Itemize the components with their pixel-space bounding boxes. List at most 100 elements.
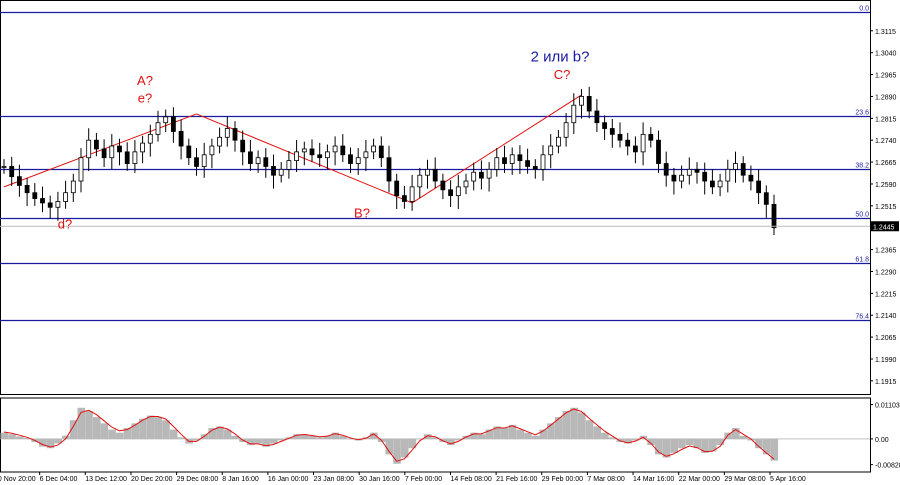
oscillator-bar: [131, 423, 139, 439]
candle-body: [756, 180, 761, 194]
candle-body: [263, 157, 269, 167]
candle-body: [425, 168, 430, 176]
oscillator-tick-label: 0.00: [875, 437, 889, 444]
oscillator-bar: [208, 428, 216, 439]
oscillator-bar: [770, 438, 779, 461]
candle-body: [47, 202, 53, 208]
candle-body: [617, 133, 623, 141]
candle-body: [247, 151, 253, 164]
candle-body: [155, 122, 161, 135]
oscillator-bar: [631, 438, 640, 441]
candle-body: [471, 171, 477, 182]
candle-body: [740, 163, 746, 176]
time-tick-label: 22 Mar 00:00: [679, 476, 720, 483]
candle-body: [602, 122, 607, 129]
candle-body: [432, 168, 438, 182]
oscillator-bar: [108, 429, 116, 439]
candle-body: [717, 180, 723, 188]
oscillator-bar: [300, 434, 309, 439]
candle-body: [147, 133, 153, 144]
candle-body: [763, 192, 769, 205]
oscillator-bar: [123, 428, 132, 439]
price-tick-label: 1.1990: [875, 357, 897, 364]
candle-body: [525, 160, 530, 167]
candle-body: [86, 139, 92, 159]
price-tick-label: 1.2815: [875, 116, 897, 123]
oscillator-bar: [347, 438, 355, 440]
time-tick-label: 14 Mar 16:00: [633, 476, 674, 483]
candle-body: [63, 192, 68, 202]
oscillator-bar: [485, 429, 494, 439]
time-tick-label: 7 Mar 08:00: [587, 476, 624, 483]
candle-body: [124, 151, 130, 164]
oscillator-bar: [647, 438, 655, 446]
candle-body: [101, 148, 107, 159]
candle-body: [324, 151, 330, 159]
oscillator-bar: [293, 434, 301, 439]
candle-body: [317, 154, 323, 159]
candle-body: [178, 131, 184, 147]
candle-body: [679, 174, 684, 182]
candle-body: [725, 168, 731, 182]
oscillator-bar: [662, 438, 671, 458]
wave-label: B?: [354, 206, 370, 221]
time-tick-label: 29 Mar 08:00: [724, 476, 765, 483]
candle-body: [117, 145, 122, 153]
oscillator-bar: [431, 437, 440, 439]
oscillator-bar: [493, 426, 501, 439]
candle-body: [132, 151, 138, 164]
wave-label: A?: [137, 73, 153, 88]
candle-body: [571, 104, 577, 124]
fib-label: 23.6: [855, 110, 869, 117]
price-tick-label: 1.2665: [875, 160, 897, 167]
candle-body: [671, 174, 677, 182]
oscillator-bar: [732, 428, 740, 439]
candle-body: [348, 154, 353, 164]
wave-labels: A? e? d? B? C? 2 или b?: [58, 48, 590, 231]
oscillator-bar: [424, 434, 432, 439]
candle-body: [1, 166, 7, 168]
oscillator-bar: [139, 418, 147, 439]
fib-label: 50.0: [855, 212, 869, 219]
price-tick-label: 1.2365: [875, 248, 897, 255]
oscillator-bar: [724, 432, 732, 439]
oscillator-bar: [339, 435, 347, 439]
oscillator-bar: [254, 438, 263, 444]
candle-body: [70, 180, 76, 194]
oscillator-bar: [593, 426, 601, 439]
candle-body: [494, 157, 500, 170]
oscillator-bar: [308, 435, 317, 439]
oscillator-tick-label: 0.01103: [875, 403, 900, 410]
candle-body: [286, 160, 292, 170]
oscillator-bar: [370, 432, 378, 439]
candle-body: [455, 186, 461, 197]
oscillator-tick-label: -0.00828: [875, 463, 900, 470]
candle-body: [332, 145, 338, 153]
time-tick-label: 23 Jan 08:00: [314, 476, 355, 483]
main-pane-frame: [0, 0, 871, 395]
candle-body: [486, 168, 492, 179]
candle-body: [394, 180, 400, 197]
oscillator-bar: [146, 415, 155, 439]
candle-body: [355, 157, 361, 164]
candle-body: [240, 139, 246, 153]
oscillator-bar: [678, 438, 686, 449]
wave-label: 2 или b?: [531, 48, 590, 65]
oscillator-bar: [277, 438, 286, 441]
candle-body: [209, 145, 215, 156]
oscillator-bar: [39, 438, 47, 447]
fib-label: 38.2: [855, 163, 869, 170]
candle-body: [32, 192, 38, 199]
candle-body: [417, 174, 423, 188]
candle-body: [371, 145, 377, 153]
candle-body: [217, 136, 223, 147]
candle-body: [448, 189, 454, 197]
oscillator-bar: [92, 417, 101, 439]
candle-body: [463, 180, 469, 188]
oscillator-bar: [223, 429, 232, 439]
oscillator-bar: [100, 423, 109, 439]
candle-body: [640, 133, 646, 153]
oscillator-bar: [69, 420, 78, 439]
candle-body: [24, 185, 30, 194]
